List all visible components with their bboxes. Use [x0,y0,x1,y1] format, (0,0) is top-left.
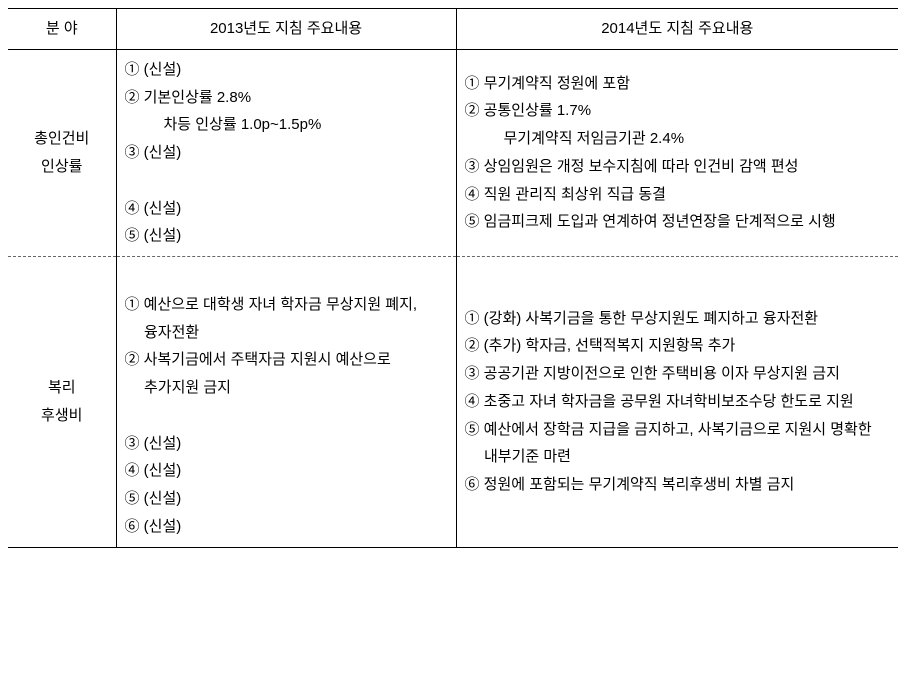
content-line: ① (강화) 사복기금을 통한 무상지원도 폐지하고 융자전환 [465,305,891,333]
category-line: 인상률 [16,153,108,181]
content-line: ③ (신설) [125,430,448,458]
content-line: ⑤ (신설) [125,485,448,513]
content-line: ① (신설) [125,56,448,84]
content-line: ③ 공공기관 지방이전으로 인한 주택비용 이자 무상지원 금지 [465,360,891,388]
content-line: ④ (신설) [125,457,448,485]
content-line: ④ 초중고 자녀 학자금을 공무원 자녀학비보조수당 한도로 지원 [465,388,891,416]
content-line: ② 사복기금에서 주택자금 지원시 예산으로 추가지원 금지 [125,346,448,402]
header-row: 분 야 2013년도 지침 주요내용 2014년도 지침 주요내용 [8,9,898,50]
content-line: 무기계약직 저임금기관 2.4% [465,125,891,153]
content-line: ② 공통인상률 1.7% [465,97,891,125]
labor-2014: ① 무기계약직 정원에 포함② 공통인상률 1.7%무기계약직 저임금기관 2.… [456,49,898,256]
content-line: ③ 상임임원은 개정 보수지침에 따라 인건비 감액 편성 [465,153,891,181]
content-line: ① 예산으로 대학생 자녀 학자금 무상지원 폐지, 융자전환 [125,291,448,347]
content-line [125,167,448,195]
content-line: ⑥ (신설) [125,513,448,541]
category-line: 복리 [16,374,108,402]
header-category: 분 야 [8,9,116,50]
row-welfare: 복리후생비 ① 예산으로 대학생 자녀 학자금 무상지원 폐지, 융자전환② 사… [8,257,898,548]
content-line: ④ 직원 관리직 최상위 직급 동결 [465,181,891,209]
content-line: ④ (신설) [125,195,448,223]
welfare-2014: ① (강화) 사복기금을 통한 무상지원도 폐지하고 융자전환② (추가) 학자… [456,257,898,548]
content-line: ② (추가) 학자금, 선택적복지 지원항목 추가 [465,332,891,360]
header-2014: 2014년도 지침 주요내용 [456,9,898,50]
content-line: ② 기본인상률 2.8% [125,84,448,112]
welfare-2013: ① 예산으로 대학생 자녀 학자금 무상지원 폐지, 융자전환② 사복기금에서 … [116,257,456,548]
content-line [125,402,448,430]
content-line: ⑤ (신설) [125,222,448,250]
category-line: 후생비 [16,402,108,430]
header-2013: 2013년도 지침 주요내용 [116,9,456,50]
comparison-table: 분 야 2013년도 지침 주요내용 2014년도 지침 주요내용 총인건비인상… [8,8,898,548]
content-line [125,263,448,291]
row-labor-cost: 총인건비인상률 ① (신설)② 기본인상률 2.8%차등 인상률 1.0p~1.… [8,49,898,256]
content-line: ⑤ 예산에서 장학금 지급을 금지하고, 사복기금으로 지원시 명확한 내부기준… [465,416,891,472]
content-line: 차등 인상률 1.0p~1.5p% [125,111,448,139]
category-welfare: 복리후생비 [8,257,116,548]
category-labor-cost: 총인건비인상률 [8,49,116,256]
content-line: ① 무기계약직 정원에 포함 [465,70,891,98]
content-line: ③ (신설) [125,139,448,167]
content-line: ⑤ 임금피크제 도입과 연계하여 정년연장을 단계적으로 시행 [465,208,891,236]
content-line: ⑥ 정원에 포함되는 무기계약직 복리후생비 차별 금지 [465,471,891,499]
category-line: 총인건비 [16,125,108,153]
labor-2013: ① (신설)② 기본인상률 2.8%차등 인상률 1.0p~1.5p%③ (신설… [116,49,456,256]
